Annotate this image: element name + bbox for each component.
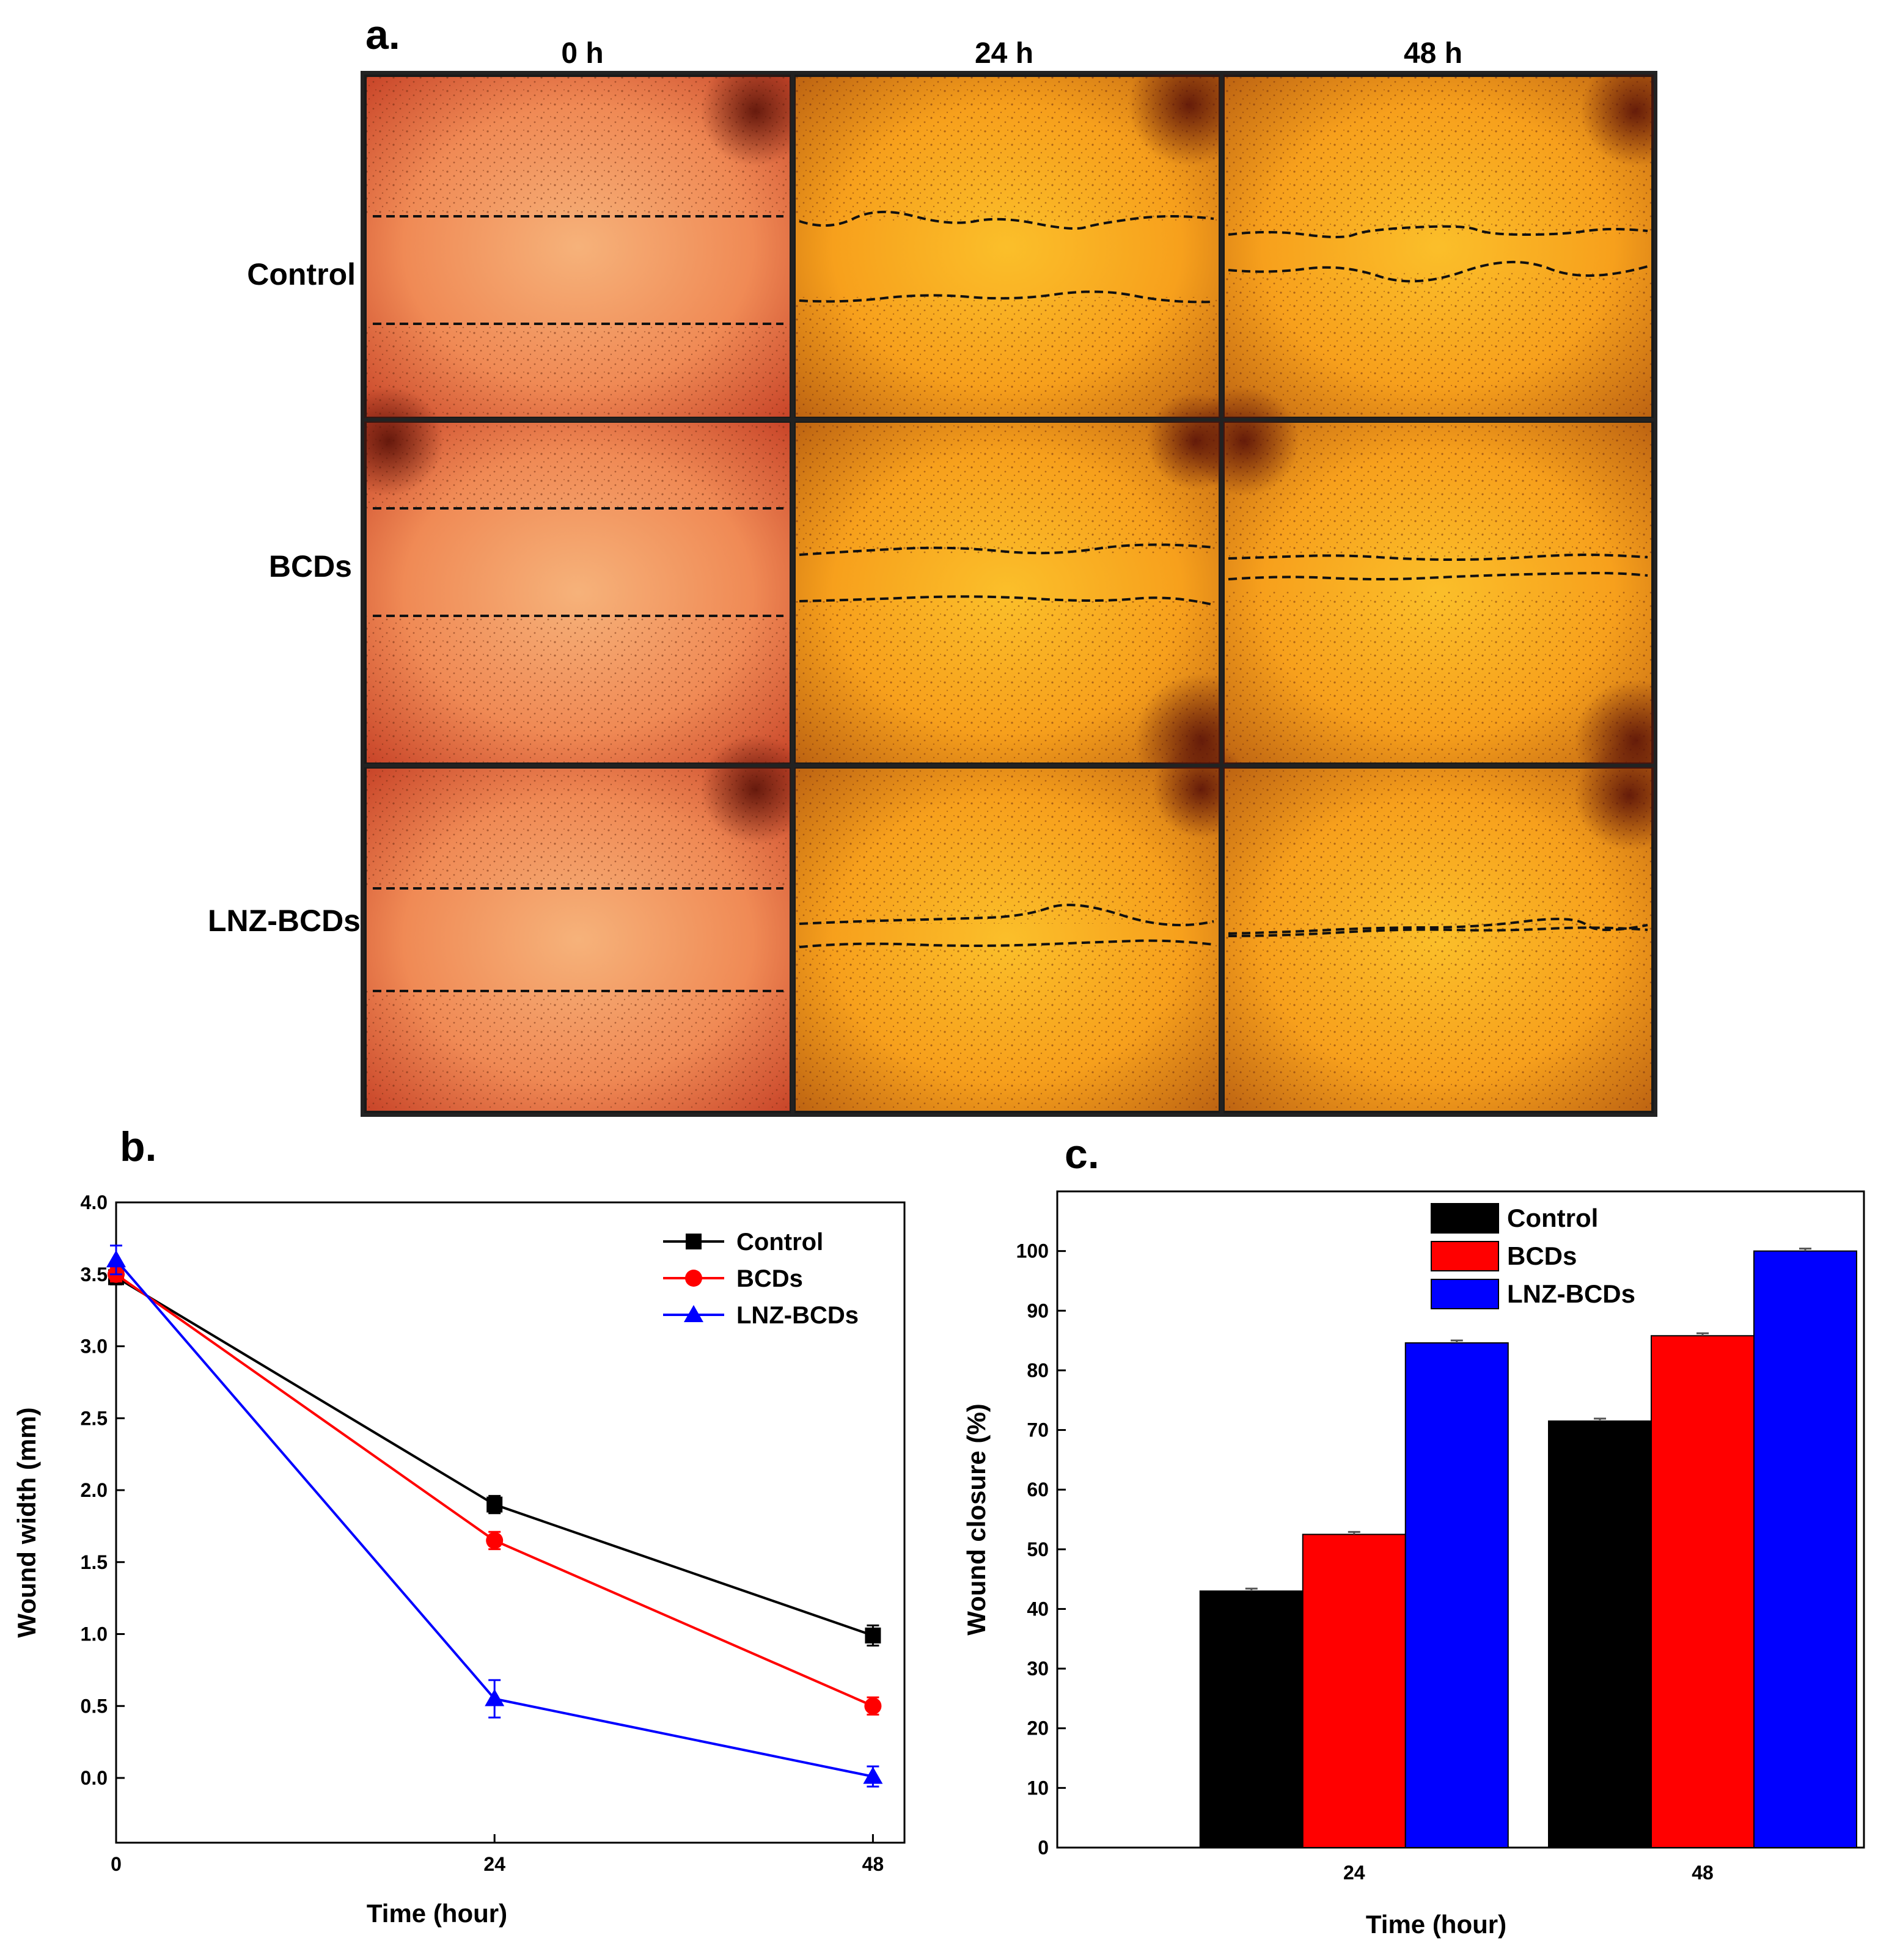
line-chart-wound-width: 0.0 0.5 1.0 1.5 2.0 2.5 3.0 3.5 4.0 0 24 48 Time (ho… bbox=[12, 1191, 906, 1928]
legend-swatch bbox=[1431, 1279, 1499, 1309]
y-tick-label: 20 bbox=[1027, 1717, 1049, 1739]
series-line-bcds bbox=[115, 1273, 874, 1708]
y-tick-label: 60 bbox=[1027, 1479, 1049, 1501]
y-tick-label: 4.0 bbox=[81, 1191, 108, 1213]
plot-frame bbox=[115, 1201, 906, 1844]
y-tick-label: 10 bbox=[1027, 1777, 1049, 1799]
image-lnz-bcds-24h bbox=[796, 740, 1250, 1111]
bar-bcds-24 bbox=[1302, 1534, 1406, 1848]
image-bcds-48h bbox=[1189, 386, 1696, 802]
data-point-bcds bbox=[864, 1697, 882, 1715]
microscopy-grid-svg bbox=[334, 44, 1696, 1113]
y-tick-label: 0 bbox=[1038, 1837, 1049, 1859]
legend-label: BCDs bbox=[736, 1265, 803, 1292]
legend-label: Control bbox=[1507, 1204, 1598, 1232]
x-tick-label: 24 bbox=[483, 1853, 505, 1875]
y-tick-label: 50 bbox=[1027, 1538, 1049, 1560]
y-tick-label: 100 bbox=[1016, 1240, 1049, 1262]
data-point-control bbox=[486, 1496, 503, 1513]
bar-chart-wound-closure: 0 10 20 30 40 50 60 70 80 90 100 24 48 Time (hour) Wou… bbox=[962, 1190, 1865, 1939]
series-line-control bbox=[115, 1276, 874, 1637]
column-header-0h: 0 h bbox=[561, 37, 604, 70]
row-header-lnz-bcds: LNZ-BCDs bbox=[208, 904, 361, 938]
y-tick-label: 1.5 bbox=[81, 1551, 108, 1573]
x-tick-label: 48 bbox=[862, 1853, 884, 1875]
microscopy-image-grid bbox=[334, 44, 1696, 1117]
y-tick-label: 30 bbox=[1027, 1658, 1049, 1680]
panel-b-label: b. bbox=[120, 1124, 157, 1170]
image-lnz-bcds-0h bbox=[367, 734, 810, 1111]
image-control-0h bbox=[367, 56, 810, 417]
data-point-control bbox=[865, 1627, 881, 1644]
image-control-24h bbox=[796, 44, 1250, 417]
column-header-24h: 24 h bbox=[974, 37, 1034, 70]
y-tick-label: 0.0 bbox=[81, 1767, 108, 1789]
data-point-lnz-bcds bbox=[485, 1689, 505, 1706]
legend-marker bbox=[684, 1305, 703, 1322]
bar-control-48 bbox=[1548, 1420, 1652, 1848]
panel-a-label: a. bbox=[365, 12, 400, 58]
panel-c-label: c. bbox=[1065, 1131, 1099, 1177]
row-header-bcds: BCDs bbox=[268, 549, 352, 583]
legend-label: BCDs bbox=[1507, 1241, 1577, 1270]
y-tick-label: 2.5 bbox=[81, 1407, 108, 1429]
bar-bcds-48 bbox=[1651, 1335, 1755, 1848]
row-header-control: Control bbox=[247, 257, 356, 291]
y-axis-label: Wound width (mm) bbox=[12, 1407, 41, 1637]
y-tick-label: 1.0 bbox=[81, 1623, 108, 1645]
y-tick-label: 40 bbox=[1027, 1598, 1049, 1620]
column-header-48h: 48 h bbox=[1403, 37, 1463, 70]
y-axis-label: Wound closure (%) bbox=[962, 1403, 991, 1636]
x-axis-label: Time (hour) bbox=[1366, 1910, 1506, 1939]
legend-swatch bbox=[1431, 1203, 1499, 1234]
image-bcds-0h bbox=[334, 386, 790, 762]
data-point-lnz-bcds bbox=[106, 1250, 126, 1268]
legend-swatch bbox=[1431, 1241, 1499, 1271]
x-tick-label: 0 bbox=[111, 1853, 122, 1875]
legend-marker bbox=[686, 1234, 702, 1249]
x-axis-label: Time (hour) bbox=[367, 1899, 507, 1928]
bar-control-24 bbox=[1199, 1590, 1304, 1848]
image-control-48h bbox=[1225, 56, 1690, 417]
bar-lnz-bcds-24 bbox=[1404, 1342, 1509, 1849]
legend-label: Control bbox=[736, 1229, 823, 1256]
legend-label: LNZ-BCDs bbox=[736, 1302, 859, 1329]
x-tick-label: 24 bbox=[1343, 1862, 1365, 1884]
data-point-bcds bbox=[486, 1532, 504, 1549]
legend-label: LNZ-BCDs bbox=[1507, 1279, 1635, 1308]
bar-lnz-bcds-48 bbox=[1753, 1250, 1857, 1849]
y-tick-label: 80 bbox=[1027, 1359, 1049, 1381]
data-point-lnz-bcds bbox=[863, 1766, 883, 1784]
x-tick-label: 48 bbox=[1692, 1862, 1714, 1884]
y-tick-label: 70 bbox=[1027, 1419, 1049, 1441]
y-tick-label: 3.0 bbox=[81, 1336, 108, 1358]
image-lnz-bcds-48h bbox=[1225, 740, 1684, 1111]
y-tick-label: 90 bbox=[1027, 1300, 1049, 1322]
y-tick-label: 3.5 bbox=[81, 1263, 108, 1285]
y-tick-label: 0.5 bbox=[81, 1695, 108, 1717]
legend-marker bbox=[685, 1270, 702, 1287]
y-tick-label: 2.0 bbox=[81, 1479, 108, 1501]
